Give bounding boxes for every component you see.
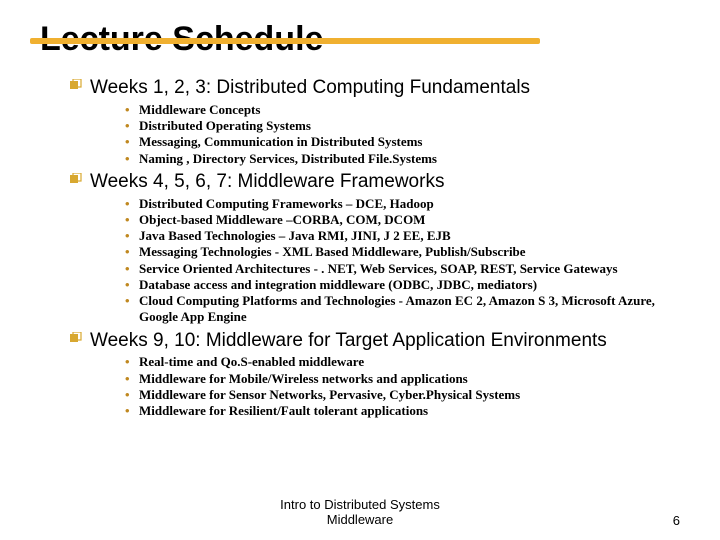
section-header-text: Weeks 4, 5, 6, 7: Middleware Frameworks — [90, 171, 444, 192]
list-item: Messaging, Communication in Distributed … — [125, 134, 680, 150]
list-item: Middleware for Resilient/Fault tolerant … — [125, 403, 680, 419]
slide: Lecture Schedule Weeks 1, 2, 3: Distribu… — [0, 0, 720, 540]
list-item: Java Based Technologies – Java RMI, JINI… — [125, 228, 680, 244]
section-item-list: Real-time and Qo.S-enabled middlewareMid… — [125, 354, 680, 419]
list-item: Middleware Concepts — [125, 102, 680, 118]
section-item-list: Middleware ConceptsDistributed Operating… — [125, 102, 680, 167]
section: Weeks 9, 10: Middleware for Target Appli… — [70, 330, 680, 420]
list-item: Naming , Directory Services, Distributed… — [125, 151, 680, 167]
page-number: 6 — [673, 513, 680, 528]
section-header: Weeks 9, 10: Middleware for Target Appli… — [70, 330, 680, 353]
list-item: Messaging Technologies - XML Based Middl… — [125, 244, 680, 260]
section-item-list: Distributed Computing Frameworks – DCE, … — [125, 196, 680, 326]
list-item: Middleware for Mobile/Wireless networks … — [125, 371, 680, 387]
footer-line1: Intro to Distributed Systems — [280, 497, 440, 512]
footer-line2: Middleware — [327, 512, 393, 527]
section-header-text: Weeks 1, 2, 3: Distributed Computing Fun… — [90, 77, 530, 98]
list-item: Distributed Computing Frameworks – DCE, … — [125, 196, 680, 212]
section-header: Weeks 4, 5, 6, 7: Middleware Frameworks — [70, 171, 680, 194]
section-header-text: Weeks 9, 10: Middleware for Target Appli… — [90, 330, 607, 351]
list-item: Object-based Middleware –CORBA, COM, DCO… — [125, 212, 680, 228]
section-header: Weeks 1, 2, 3: Distributed Computing Fun… — [70, 77, 680, 100]
box-bullet-icon — [70, 79, 82, 91]
box-bullet-icon — [70, 173, 82, 185]
list-item: Real-time and Qo.S-enabled middleware — [125, 354, 680, 370]
list-item: Cloud Computing Platforms and Technologi… — [125, 293, 680, 326]
section: Weeks 1, 2, 3: Distributed Computing Fun… — [70, 77, 680, 167]
list-item: Service Oriented Architectures - . NET, … — [125, 261, 680, 277]
title-underline — [30, 38, 540, 44]
list-item: Middleware for Sensor Networks, Pervasiv… — [125, 387, 680, 403]
list-item: Database access and integration middlewa… — [125, 277, 680, 293]
section: Weeks 4, 5, 6, 7: Middleware Frameworks D… — [70, 171, 680, 326]
footer: Intro to Distributed Systems Middleware — [0, 497, 720, 528]
box-bullet-icon — [70, 332, 82, 344]
list-item: Distributed Operating Systems — [125, 118, 680, 134]
